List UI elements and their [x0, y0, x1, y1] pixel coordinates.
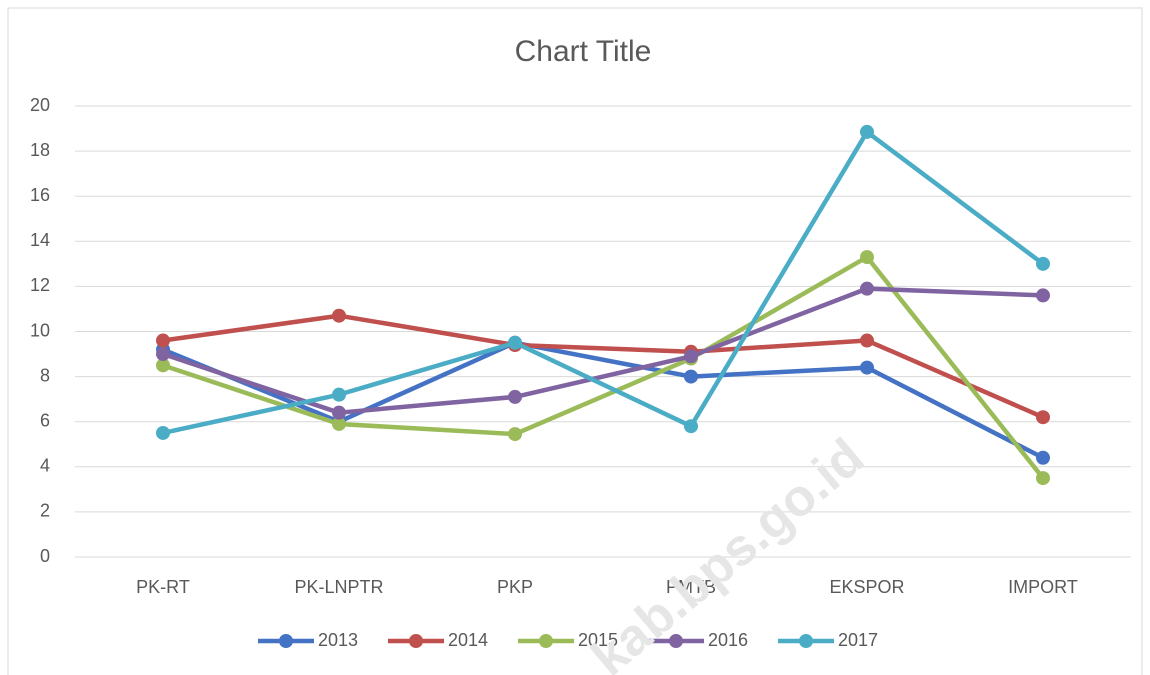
- series-marker: [1036, 471, 1050, 486]
- series-marker: [1036, 288, 1050, 303]
- x-tick-label: PKP: [497, 577, 533, 597]
- y-tick-label: 4: [40, 456, 50, 476]
- series-marker: [332, 387, 346, 402]
- series-marker: [156, 333, 170, 348]
- series-marker: [332, 405, 346, 420]
- y-tick-label: 0: [40, 546, 50, 566]
- x-tick-label: PMTB: [666, 577, 716, 597]
- y-tick-label: 18: [30, 140, 50, 160]
- chart-title: Chart Title: [515, 35, 652, 68]
- series-marker: [684, 369, 698, 384]
- legend-label: 2017: [838, 630, 878, 650]
- y-tick-label: 16: [30, 185, 50, 205]
- series-marker: [860, 360, 874, 375]
- legend-label: 2016: [708, 630, 748, 650]
- series-marker: [1036, 256, 1050, 271]
- x-tick-label: EKSPOR: [829, 577, 904, 597]
- series-marker: [156, 425, 170, 440]
- y-tick-label: 20: [30, 95, 50, 115]
- legend-label: 2015: [578, 630, 618, 650]
- legend-marker: [799, 634, 813, 648]
- series-marker: [860, 333, 874, 348]
- series-marker: [1036, 450, 1050, 465]
- y-tick-label: 8: [40, 365, 50, 385]
- series-marker: [508, 389, 522, 404]
- series-line: [162, 129, 1045, 436]
- series-marker: [684, 419, 698, 434]
- series-marker: [508, 335, 522, 350]
- series-line: [162, 254, 1045, 480]
- series-marker: [1036, 410, 1050, 425]
- series-marker: [860, 124, 874, 139]
- y-tick-label: 6: [40, 410, 50, 430]
- legend-marker: [279, 634, 293, 648]
- x-tick-label: PK-LNPTR: [294, 577, 383, 597]
- series-marker: [860, 250, 874, 265]
- legend-marker: [539, 634, 553, 648]
- x-tick-label: PK-RT: [136, 577, 190, 597]
- x-tick-label: IMPORT: [1008, 577, 1078, 597]
- series-line: [162, 340, 1045, 460]
- series-marker: [684, 349, 698, 364]
- series-marker: [508, 427, 522, 442]
- y-tick-label: 12: [30, 275, 50, 295]
- series-marker: [332, 308, 346, 323]
- legend-marker: [409, 634, 423, 648]
- legend-marker: [669, 634, 683, 648]
- y-tick-label: 10: [30, 320, 50, 340]
- series-marker: [156, 347, 170, 362]
- series-marker: [332, 416, 346, 431]
- chart-border: [7, 7, 1143, 675]
- series-line: [162, 313, 1044, 420]
- series-marker: [860, 281, 874, 296]
- series-marker: [156, 358, 170, 373]
- y-tick-label: 14: [30, 230, 50, 250]
- legend-label: 2014: [448, 630, 488, 650]
- y-tick-label: 2: [40, 501, 50, 521]
- legend-label: 2013: [318, 630, 358, 650]
